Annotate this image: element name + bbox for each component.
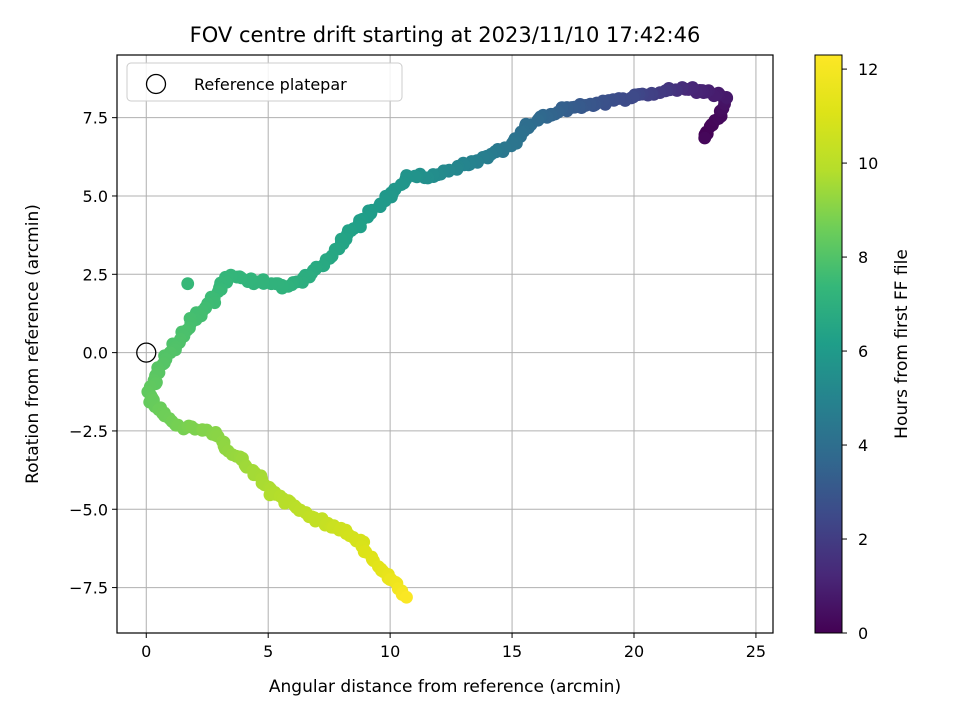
- colorbar-gradient: [814, 54, 843, 634]
- x-tick-label: 5: [263, 642, 273, 661]
- y-tick-label: 0.0: [83, 344, 108, 363]
- chart-title: FOV centre drift starting at 2023/11/10 …: [190, 23, 701, 47]
- grid-lines: [117, 55, 773, 633]
- x-tick-label: 25: [746, 642, 766, 661]
- scatter-point: [400, 590, 413, 604]
- legend-marker: [145, 73, 167, 95]
- y-tick-label: 7.5: [83, 109, 108, 128]
- y-tick-label: −5.0: [69, 500, 108, 519]
- scatter-point: [698, 131, 712, 145]
- y-tick-label: 2.5: [83, 265, 108, 284]
- colorbar-ticks: 0 2 4 6 8 10 12: [842, 60, 878, 643]
- x-tick-label: 20: [624, 642, 644, 661]
- y-tick-label: −2.5: [69, 422, 108, 441]
- y-axis-ticks: −7.5 −5.0 −2.5 0.0 2.5 5.0 7.5: [69, 109, 117, 598]
- scatter-point: [181, 277, 195, 291]
- colorbar: 0 2 4 6 8 10 12 Hours from first FF file: [814, 54, 912, 643]
- scatter-point: [185, 420, 199, 434]
- legend-entry-label: Reference platepar: [194, 75, 347, 94]
- colorbar-tick-label: 2: [858, 530, 868, 549]
- colorbar-tick-label: 4: [858, 436, 868, 455]
- legend-box: [126, 62, 403, 102]
- legend: Reference platepar: [126, 62, 403, 102]
- x-tick-label: 15: [502, 642, 522, 661]
- colorbar-tick-label: 0: [858, 624, 868, 643]
- plot-frame: [116, 54, 774, 634]
- colorbar-tick-label: 8: [858, 248, 868, 267]
- x-axis-label: Angular distance from reference (arcmin): [269, 677, 621, 697]
- colorbar-label: Hours from first FF file: [892, 249, 912, 439]
- colorbar-tick-label: 10: [858, 154, 878, 173]
- colorbar-tick-label: 12: [858, 60, 878, 79]
- y-tick-label: 5.0: [83, 187, 108, 206]
- y-axis-label: Rotation from reference (arcmin): [23, 204, 43, 484]
- colorbar-tick-label: 6: [858, 342, 868, 361]
- x-tick-label: 0: [141, 642, 151, 661]
- x-tick-label: 10: [380, 642, 400, 661]
- scatter-points: [141, 81, 734, 604]
- reference-platepar-marker: [136, 342, 157, 363]
- x-axis-ticks: 0 5 10 15 20 25: [141, 633, 766, 661]
- y-tick-label: −7.5: [69, 579, 108, 598]
